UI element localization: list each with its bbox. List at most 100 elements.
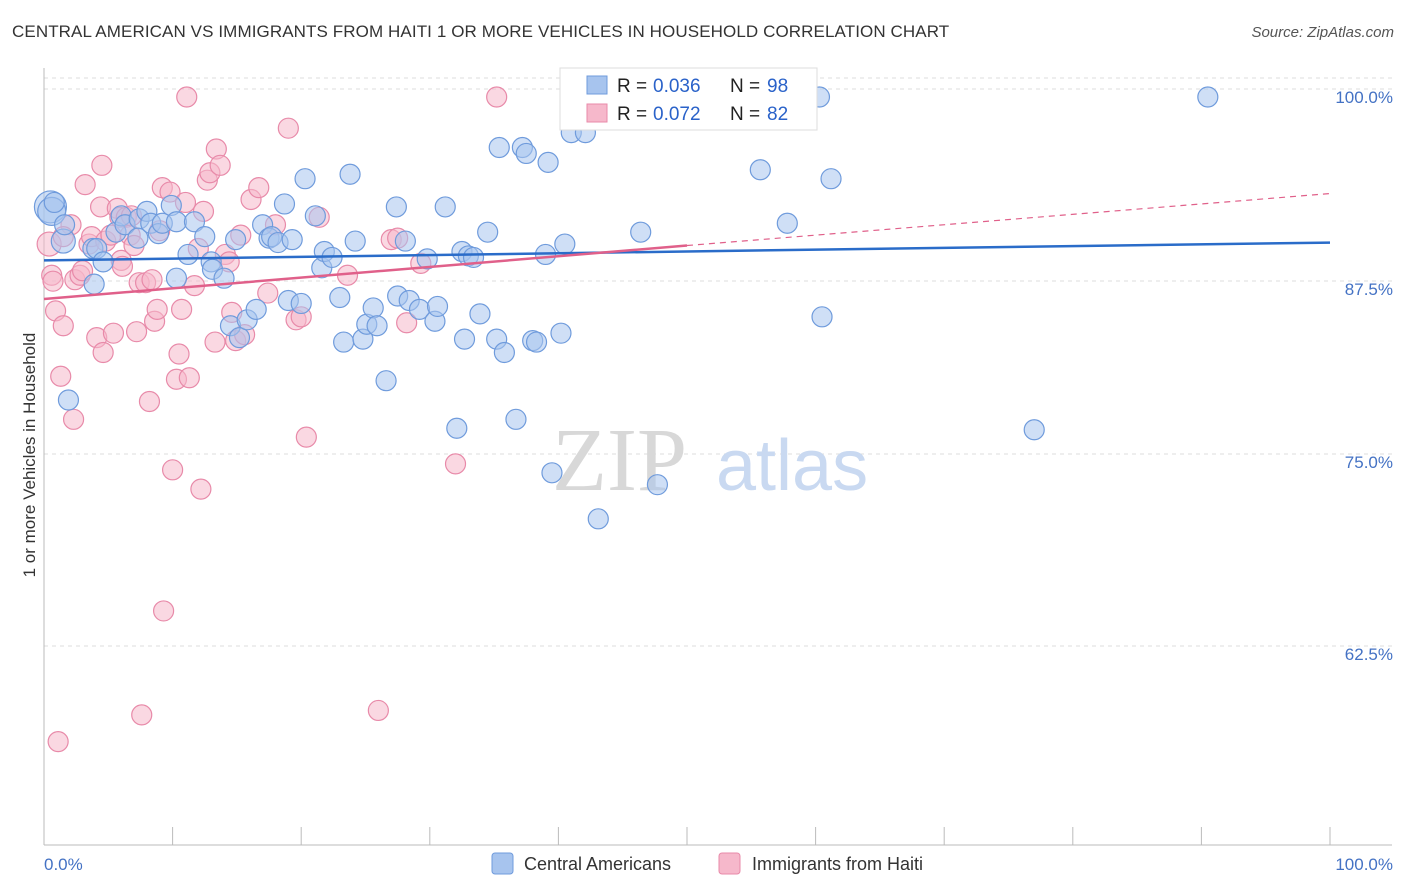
- x-tick-labels: 0.0% 100.0%: [44, 855, 1393, 874]
- chart-title: CENTRAL AMERICAN VS IMMIGRANTS FROM HAIT…: [12, 22, 950, 41]
- point-central-american: [366, 315, 388, 337]
- point-haiti: [125, 321, 148, 343]
- point-central-american: [394, 230, 416, 252]
- y-tick-label: 75.0%: [1345, 453, 1393, 472]
- point-central-american: [228, 327, 251, 349]
- trend-line-haiti: [43, 244, 688, 301]
- point-haiti: [486, 86, 508, 108]
- x-tick-label: 0.0%: [44, 855, 83, 874]
- point-central-american: [127, 227, 149, 249]
- point-central-american: [329, 286, 351, 309]
- point-central-american: [92, 251, 114, 273]
- point-central-american: [525, 331, 548, 353]
- point-central-american: [177, 243, 199, 266]
- point-central-american: [1197, 86, 1219, 108]
- legend-n-label-1: N =: [730, 76, 760, 97]
- legend-swatch-pink: [586, 103, 608, 123]
- point-central-american: [820, 168, 842, 190]
- point-central-american: [362, 297, 384, 319]
- legend-label-haiti: Immigrants from Haiti: [752, 854, 923, 874]
- watermark: ZIP atlas: [552, 411, 868, 510]
- point-central-american: [505, 408, 527, 430]
- point-central-american: [83, 273, 105, 295]
- point-haiti: [138, 390, 161, 413]
- point-haiti: [204, 331, 226, 353]
- point-haiti: [248, 177, 270, 199]
- point-haiti: [92, 341, 114, 364]
- point-central-american: [375, 370, 397, 392]
- point-haiti: [74, 174, 96, 196]
- point-central-american: [165, 211, 188, 233]
- legend-r-value-1: 0.036: [653, 76, 701, 97]
- y-tick-labels: 100.0% 87.5% 75.0% 62.5%: [1335, 88, 1393, 664]
- legend-n-value-2: 82: [767, 104, 788, 125]
- point-haiti: [42, 270, 64, 292]
- point-central-american: [515, 142, 537, 165]
- point-haiti: [209, 154, 231, 176]
- point-central-american: [646, 474, 669, 496]
- gridlines: [44, 77, 1392, 647]
- point-central-american: [225, 228, 247, 251]
- legend-n-label-2: N =: [730, 104, 760, 125]
- y-tick-label: 62.5%: [1345, 645, 1393, 664]
- legend-r-label-1: R =: [617, 76, 647, 97]
- trend-lines: [43, 192, 1331, 301]
- point-haiti: [168, 343, 190, 365]
- point-haiti: [62, 408, 85, 430]
- y-tick-label: 87.5%: [1345, 280, 1393, 299]
- trend-line-haiti-extension: [686, 192, 1331, 247]
- point-haiti: [277, 117, 299, 139]
- legend-swatch-central-americans: [491, 852, 514, 875]
- legend-series: Central Americans Immigrants from Haiti: [491, 852, 923, 875]
- point-central-american: [290, 292, 312, 315]
- point-haiti: [47, 731, 69, 753]
- legend-label-central-americans: Central Americans: [524, 854, 671, 874]
- point-haiti: [396, 312, 418, 334]
- point-central-american: [165, 267, 188, 289]
- point-central-american: [630, 221, 652, 243]
- point-haiti: [176, 86, 198, 108]
- point-central-american: [43, 191, 65, 214]
- point-haiti: [50, 365, 72, 387]
- point-central-american: [344, 230, 366, 252]
- source-credit: Source: ZipAtlas.com: [1251, 24, 1394, 41]
- legend-n-value-1: 98: [767, 76, 788, 97]
- legend-swatch-haiti: [718, 852, 741, 875]
- point-haiti: [178, 367, 200, 389]
- y-axis-title: 1 or more Vehicles in Household: [20, 333, 39, 578]
- point-haiti: [171, 298, 193, 321]
- point-haiti: [190, 478, 212, 500]
- point-central-american: [426, 295, 449, 318]
- point-central-american: [446, 417, 468, 439]
- legend-swatch-blue: [586, 75, 608, 95]
- point-haiti: [367, 699, 389, 722]
- watermark-atlas: atlas: [716, 426, 868, 506]
- point-central-american: [434, 196, 456, 218]
- point-central-american: [477, 221, 499, 243]
- point-haiti: [444, 453, 467, 475]
- point-central-american: [554, 233, 576, 255]
- point-central-american: [385, 196, 407, 218]
- point-central-american: [1023, 419, 1045, 441]
- point-central-american: [541, 462, 563, 484]
- point-central-american: [194, 226, 216, 248]
- point-central-american: [339, 163, 361, 185]
- point-haiti: [257, 282, 279, 304]
- point-central-american: [57, 389, 80, 411]
- point-haiti: [152, 600, 175, 622]
- point-central-american: [304, 205, 326, 227]
- point-central-american: [273, 193, 296, 215]
- point-central-american: [453, 328, 476, 350]
- x-tick-label: 100.0%: [1335, 855, 1393, 874]
- point-haiti: [295, 426, 317, 448]
- point-haiti: [141, 269, 163, 291]
- y-tick-label: 100.0%: [1335, 88, 1393, 107]
- point-central-american: [776, 212, 798, 234]
- point-central-american: [245, 298, 267, 321]
- series-haiti-points: [36, 86, 508, 753]
- point-central-american: [550, 322, 572, 344]
- point-haiti: [91, 154, 113, 176]
- point-haiti: [131, 704, 153, 726]
- point-haiti: [146, 298, 168, 321]
- trend-line-central-americans: [43, 241, 1331, 262]
